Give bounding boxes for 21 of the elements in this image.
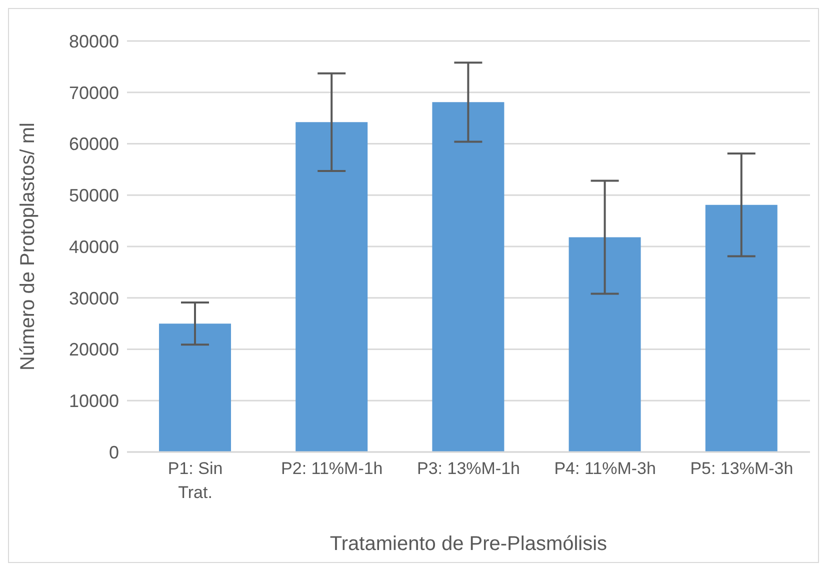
y-tick-label: 80000 bbox=[68, 31, 119, 52]
bar bbox=[296, 122, 368, 452]
bar bbox=[705, 204, 778, 452]
y-tick-label: 50000 bbox=[68, 186, 119, 206]
x-tick-label: P4: 11%M-3h bbox=[554, 459, 656, 478]
x-tick-label: P1: Sin Trat. bbox=[168, 459, 223, 502]
y-tick-label: 60000 bbox=[68, 134, 119, 154]
x-tick-label: P3: 13%M-1h bbox=[417, 459, 520, 478]
y-axis-title: Número de Protoplastos/ ml bbox=[17, 122, 40, 370]
bar bbox=[568, 237, 641, 452]
x-tick-label: P2: 11%M-1h bbox=[281, 459, 383, 478]
y-tick-label: 20000 bbox=[68, 340, 119, 360]
bar bbox=[159, 324, 231, 452]
y-tick-label: 40000 bbox=[68, 236, 119, 257]
y-tick-label: 10000 bbox=[68, 391, 119, 412]
x-axis-title: Tratamiento de Pre-Plasmólisis bbox=[330, 533, 608, 555]
y-tick-label: 30000 bbox=[68, 288, 119, 308]
bar bbox=[432, 102, 504, 452]
x-tick-label: P5: 13%M-3h bbox=[690, 459, 794, 478]
y-tick-label: 0 bbox=[108, 442, 119, 462]
y-tick-label: 70000 bbox=[68, 82, 119, 103]
